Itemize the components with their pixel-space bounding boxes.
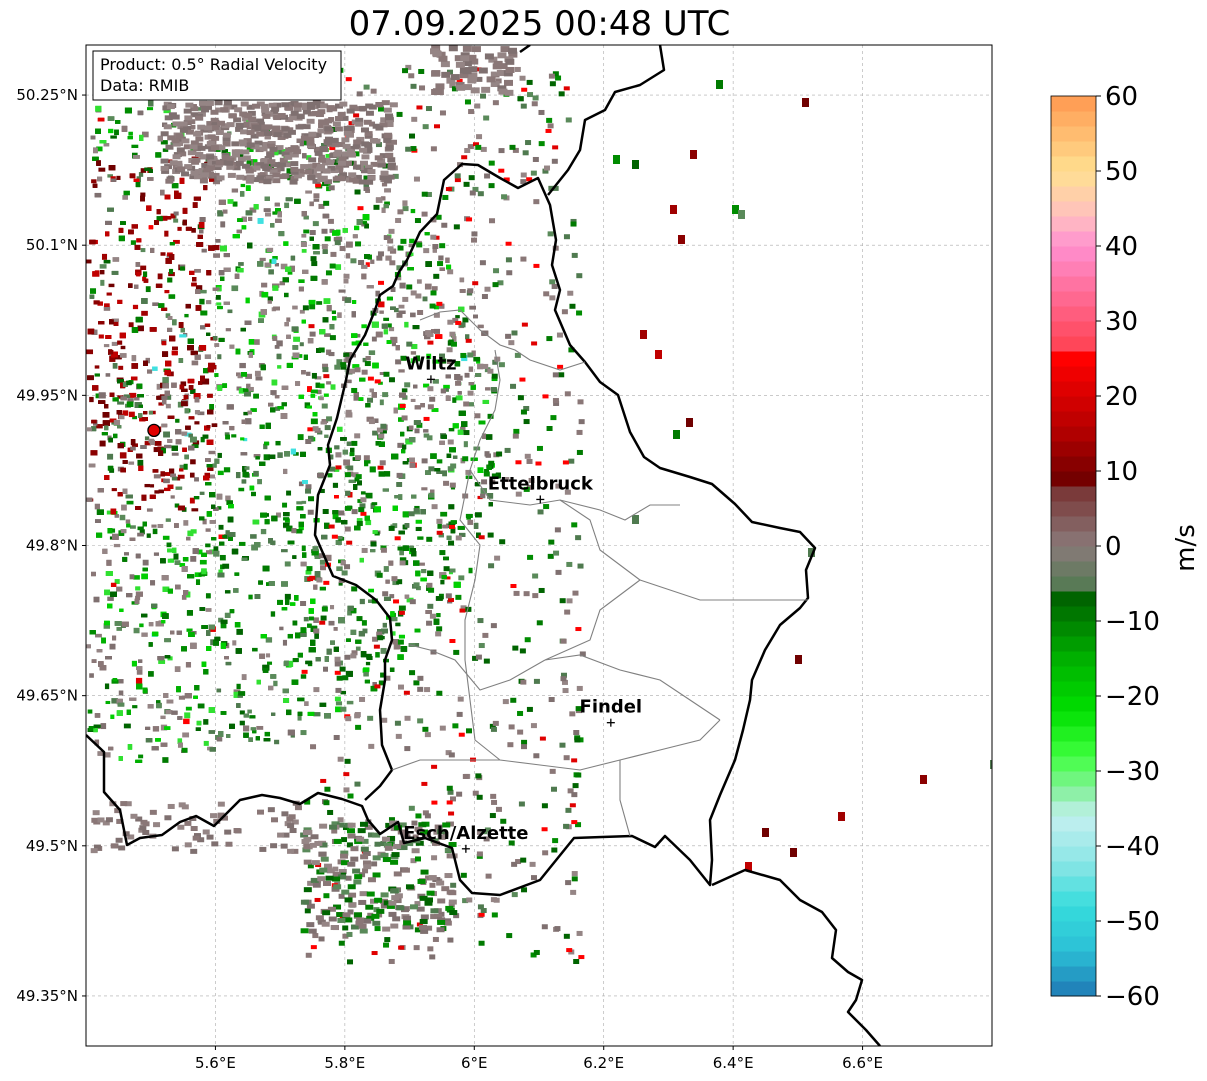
colorbar-frame <box>1050 95 1097 997</box>
lon-tick-label: 6.2°E <box>583 1054 624 1072</box>
lat-tick-label: 49.5°N <box>26 837 78 855</box>
colorbar-tick-label: −60 <box>1105 982 1160 1012</box>
colorbar-tick-label: −40 <box>1105 832 1160 862</box>
colorbar-tick-label: −10 <box>1105 607 1160 637</box>
colorbar-tick-label: −50 <box>1105 907 1160 937</box>
colorbar-tick-label: 10 <box>1105 457 1138 487</box>
radar-site-marker <box>147 423 161 438</box>
colorbar-tick-label: 60 <box>1105 82 1138 112</box>
lon-tick-label: 6.6°E <box>842 1054 883 1072</box>
colorbar-tick-label: −20 <box>1105 682 1160 712</box>
info-data-source: Data: RMIB <box>100 76 189 95</box>
info-product: Product: 0.5° Radial Velocity <box>100 55 327 74</box>
city-marker: Findel <box>580 697 643 727</box>
city-label: Ettelbruck <box>488 473 594 494</box>
city-label: Wiltz <box>405 353 456 374</box>
lat-tick-label: 49.35°N <box>16 987 78 1005</box>
lon-tick-label: 6.4°E <box>713 1054 754 1072</box>
lat-tick-label: 49.65°N <box>16 687 78 705</box>
colorbar-tick-label: 40 <box>1105 232 1138 262</box>
latitude-ticks: 50.25°N 50.1°N 49.95°N 49.8°N 49.65°N 49.5°N 4… <box>16 86 86 1005</box>
colorbar-tick-label: 50 <box>1105 157 1138 187</box>
colorbar-tick-label: −30 <box>1105 757 1160 787</box>
longitude-ticks: 5.6°E 5.8°E 6°E 6.2°E 6.4°E 6.6°E <box>195 1046 883 1072</box>
lon-tick-label: 6°E <box>461 1054 488 1072</box>
lat-tick-label: 49.95°N <box>16 386 78 404</box>
info-box: Product: 0.5° Radial Velocity Data: RMIB <box>92 50 342 101</box>
radar-map: Wiltz Ettelbruck Findel Esch/Alzette Produc… <box>16 44 993 1072</box>
city-marker: Wiltz <box>405 353 457 384</box>
colorbar-tick-label: 20 <box>1105 382 1138 412</box>
lat-tick-label: 49.8°N <box>26 537 78 555</box>
radar-site-dot <box>147 423 161 438</box>
radar-echoes <box>86 45 992 965</box>
city-label: Findel <box>580 697 643 718</box>
lat-tick-label: 50.1°N <box>26 236 78 254</box>
colorbar-segments <box>1051 96 1096 997</box>
colorbar-label: m/s <box>1171 524 1201 572</box>
lat-tick-label: 50.25°N <box>16 86 78 104</box>
city-markers: Wiltz Ettelbruck Findel Esch/Alzette <box>403 353 643 853</box>
city-marker: Ettelbruck <box>488 473 594 504</box>
canton-boundaries <box>391 309 808 837</box>
lon-tick-label: 5.6°E <box>195 1054 236 1072</box>
colorbar-tick-label: 30 <box>1105 307 1138 337</box>
colorbar-tick-label: 0 <box>1105 532 1122 562</box>
city-label: Esch/Alzette <box>403 823 528 844</box>
country-borders <box>86 45 881 1046</box>
colorbar-ticks: 60 50 40 30 20 10 0 −10 −20 −30 −40 −50 −60 <box>1096 82 1160 1012</box>
map-title: 07.09.2025 00:48 UTC <box>348 4 731 44</box>
city-marker: Esch/Alzette <box>403 823 529 853</box>
lon-tick-label: 5.8°E <box>324 1054 365 1072</box>
